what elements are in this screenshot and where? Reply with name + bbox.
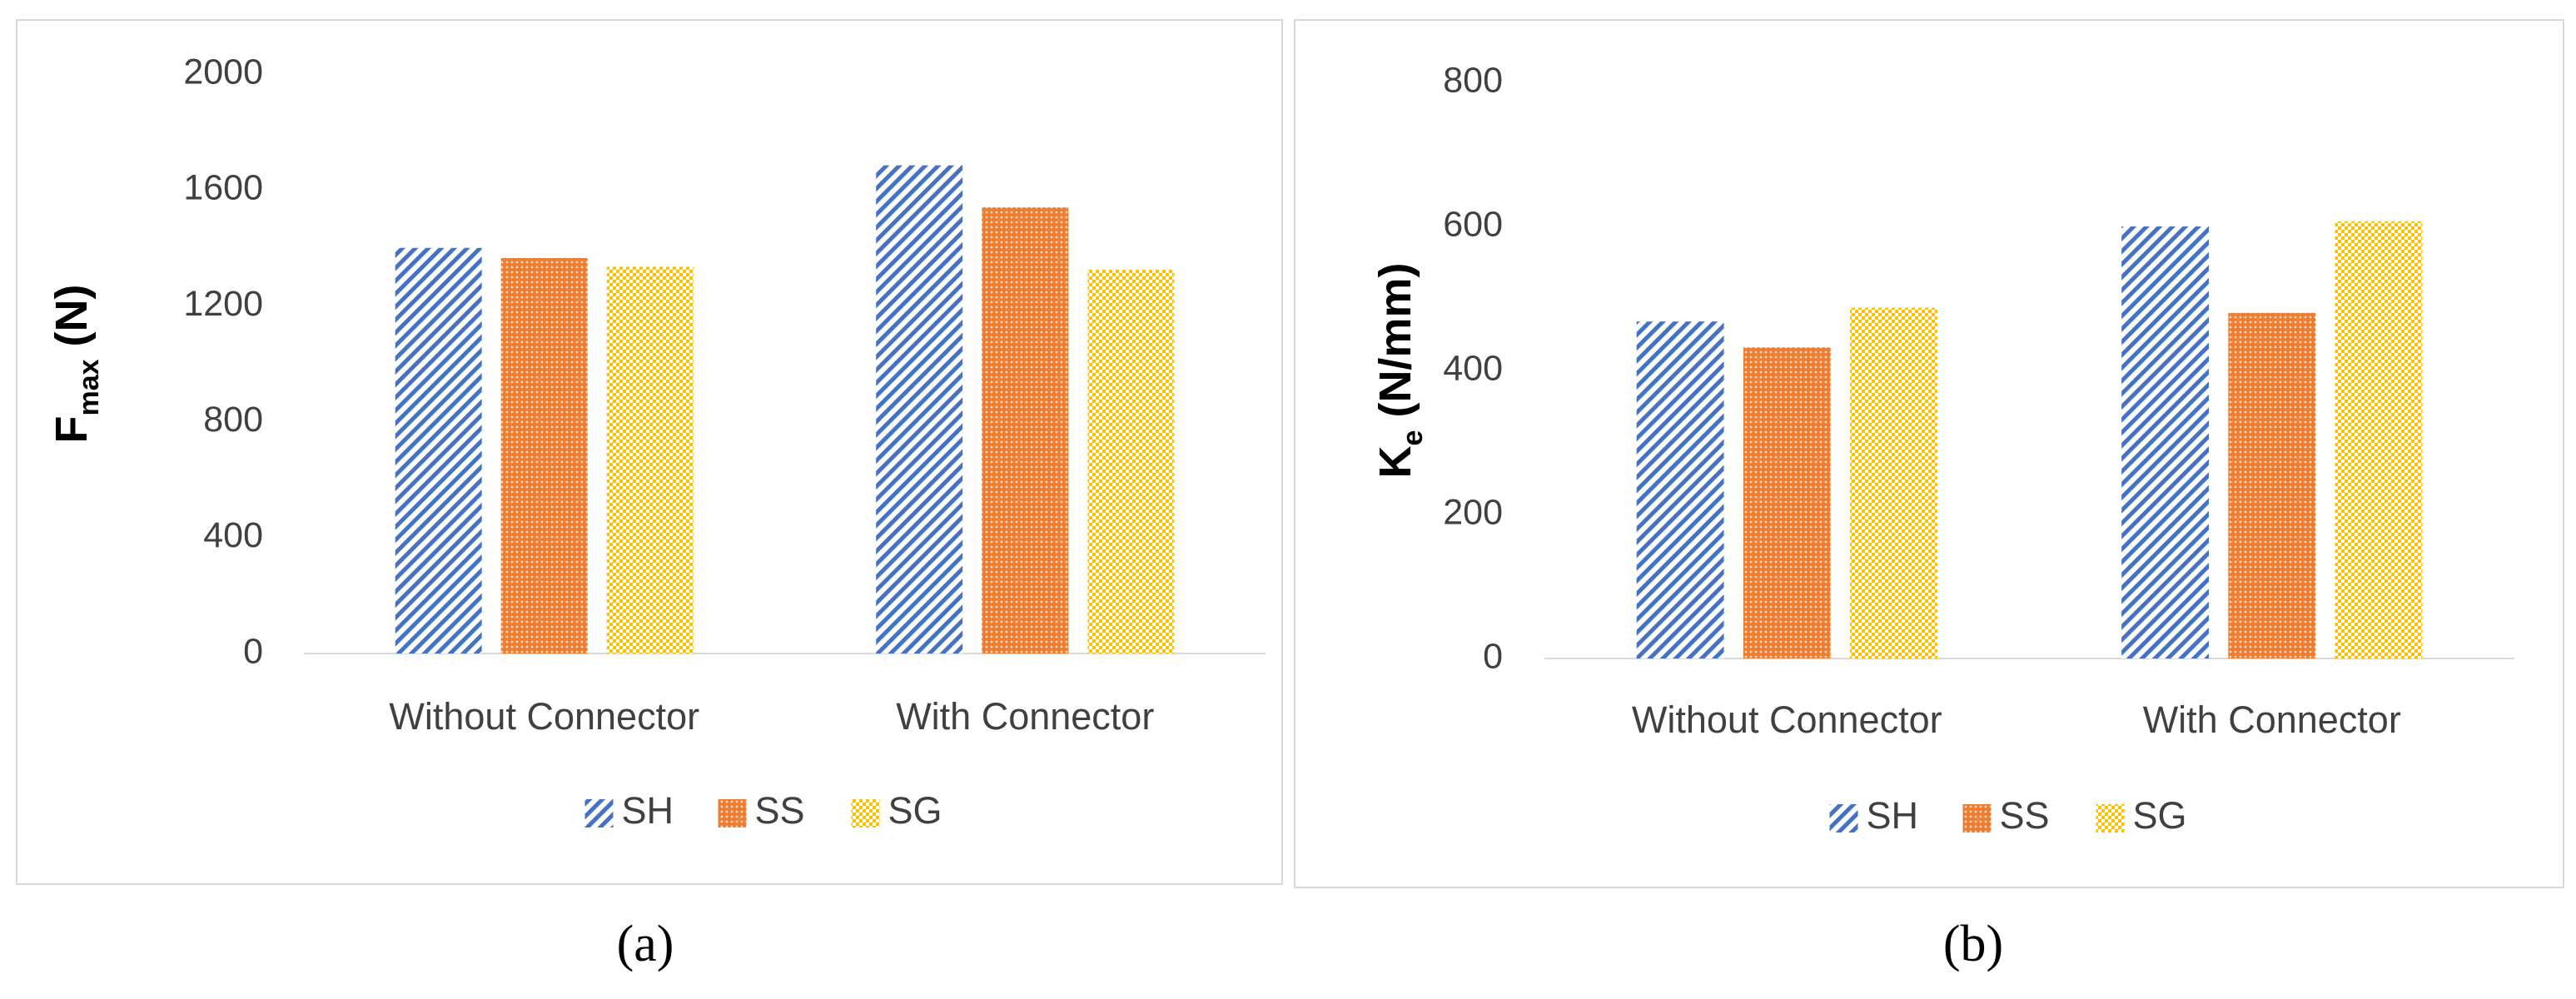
bar [876,165,963,654]
bar [2335,221,2423,659]
y-axis-title-part: F [47,416,97,444]
y-tick-label: 400 [1443,348,1503,388]
y-axis-title-part: (N) [47,284,97,359]
y-tick-label: 400 [203,515,263,555]
legend-label: SS [755,789,805,832]
x-tick-label: Without Connector [389,695,699,738]
y-axis-title-part: max [73,359,105,415]
y-axis-title-part: (N/mm) [1370,263,1420,430]
bar [1743,347,1831,659]
legend-swatch [584,799,614,828]
bar [1636,321,1724,659]
legend-label: SH [622,789,674,832]
x-tick-label: With Connector [896,695,1154,738]
y-tick-label: 1600 [183,168,263,208]
y-tick-label: 800 [203,400,263,440]
bar [982,207,1069,654]
y-tick-label: 1200 [183,284,263,324]
x-tick-label: With Connector [2143,698,2401,741]
legend-label: SG [888,789,942,832]
legend-label: SG [2133,794,2187,837]
legend-swatch [718,799,747,828]
bar [500,257,588,654]
chart: 0 400 800 1200 1600 2000 Fmax (N) Without Conne… [47,52,1266,972]
y-axis-title-part: K [1370,445,1420,478]
y-tick-label: 800 [1443,60,1503,100]
x-tick-label: Without Connector [1632,698,1942,741]
chart: 0 200 400 600 800 Ke (N/mm) Without Connector W… [1370,60,2514,972]
bar [2121,226,2210,659]
bar [606,266,694,654]
y-axis-title-part: e [1397,430,1429,446]
bar [1849,307,1937,659]
y-tick-label: 0 [1483,636,1503,676]
legend-label: SS [2000,794,2050,837]
legend-swatch [2096,804,2125,832]
bar [2228,312,2316,659]
bar [1087,269,1175,654]
y-tick-label: 0 [243,631,263,671]
y-axis-title: Fmax (N) [47,284,105,443]
y-axis-title: Ke (N/mm) [1370,263,1429,479]
legend-swatch [851,799,880,828]
legend-swatch [1962,804,1992,832]
legend-swatch [1829,804,1858,832]
y-tick-label: 200 [1443,492,1503,532]
panel-caption: (b) [1943,916,2003,972]
y-tick-label: 600 [1443,204,1503,244]
y-tick-label: 2000 [183,52,263,92]
legend-label: SH [1867,794,1919,837]
panel-caption: (a) [617,916,674,972]
bar [395,247,482,654]
